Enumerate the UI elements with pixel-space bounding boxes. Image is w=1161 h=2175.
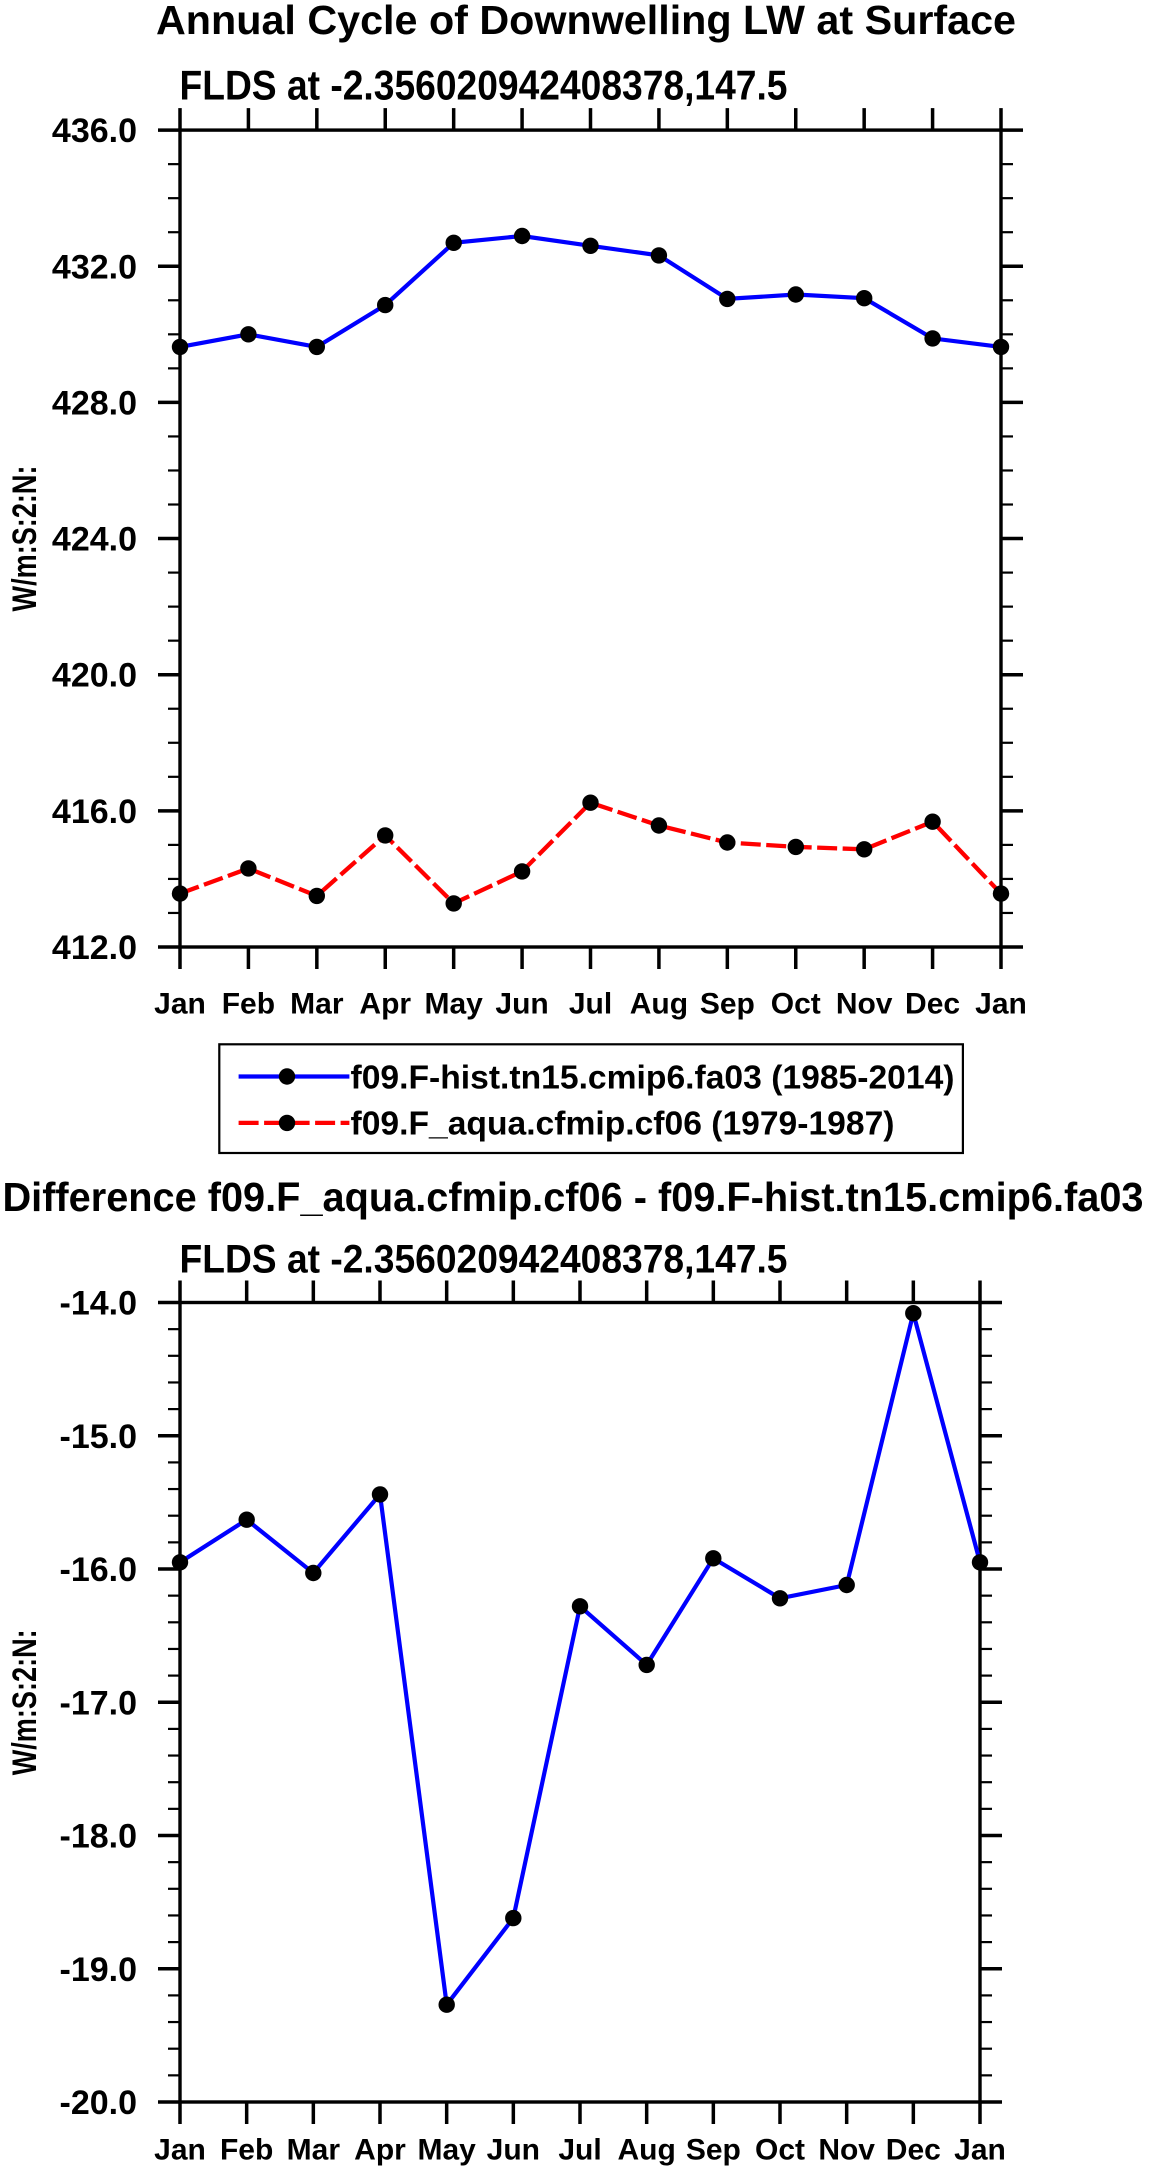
svg-text:Apr: Apr [354,2133,406,2166]
svg-text:Dec: Dec [905,988,960,1021]
svg-text:Nov: Nov [818,2133,875,2166]
svg-text:f09.F-hist.tn15.cmip6.fa03 (19: f09.F-hist.tn15.cmip6.fa03 (1985-2014) [351,1058,955,1095]
svg-text:Aug: Aug [618,2133,676,2166]
svg-text:Dec: Dec [886,2133,941,2166]
svg-text:Apr: Apr [359,988,411,1021]
svg-text:W/m:S:2:N:: W/m:S:2:N: [6,1629,44,1775]
svg-text:-17.0: -17.0 [60,1684,138,1722]
svg-text:428.0: 428.0 [52,384,137,422]
svg-text:Jan: Jan [975,988,1027,1021]
svg-text:Oct: Oct [771,988,821,1021]
svg-text:Jun: Jun [495,988,548,1021]
svg-text:Jan: Jan [154,988,206,1021]
svg-text:FLDS at -2.356020942408378,147: FLDS at -2.356020942408378,147.5 [180,1237,788,1281]
svg-text:W/m:S:2:N:: W/m:S:2:N: [6,466,44,612]
svg-text:May: May [424,988,483,1021]
svg-text:Jul: Jul [558,2133,601,2166]
svg-text:Oct: Oct [755,2133,805,2166]
svg-text:-20.0: -20.0 [60,2084,138,2122]
svg-text:f09.F_aqua.cfmip.cf06 (1979-19: f09.F_aqua.cfmip.cf06 (1979-1987) [351,1105,895,1142]
svg-text:Sep: Sep [686,2133,741,2166]
svg-text:432.0: 432.0 [52,248,137,286]
svg-text:Jan: Jan [154,2133,206,2166]
svg-text:Jun: Jun [487,2133,540,2166]
svg-text:-16.0: -16.0 [60,1551,138,1589]
svg-text:Feb: Feb [220,2133,273,2166]
svg-text:-19.0: -19.0 [60,1951,138,1989]
svg-text:Mar: Mar [290,988,344,1021]
svg-text:412.0: 412.0 [52,929,137,967]
svg-text:436.0: 436.0 [52,112,137,150]
svg-text:Mar: Mar [287,2133,341,2166]
svg-text:Jan: Jan [954,2133,1006,2166]
svg-text:Aug: Aug [630,988,688,1021]
svg-text:424.0: 424.0 [52,521,137,559]
svg-text:May: May [417,2133,476,2166]
svg-text:416.0: 416.0 [52,793,137,831]
svg-text:420.0: 420.0 [52,657,137,695]
svg-text:Annual Cycle of Downwelling LW: Annual Cycle of Downwelling LW at Surfac… [156,0,1016,43]
svg-text:-18.0: -18.0 [60,1818,138,1856]
svg-text:Sep: Sep [700,988,755,1021]
svg-text:Nov: Nov [836,988,893,1021]
svg-text:Feb: Feb [222,988,275,1021]
svg-text:-15.0: -15.0 [60,1418,138,1456]
svg-text:FLDS at -2.356020942408378,147: FLDS at -2.356020942408378,147.5 [180,61,788,108]
svg-text:Difference f09.F_aqua.cfmip.cf: Difference f09.F_aqua.cfmip.cf06 - f09.F… [3,1174,1144,1220]
svg-text:Jul: Jul [569,988,612,1021]
svg-text:-14.0: -14.0 [60,1285,138,1323]
